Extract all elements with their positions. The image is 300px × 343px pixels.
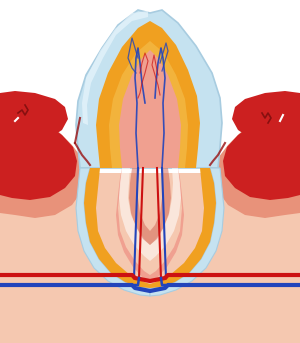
Polygon shape <box>129 168 171 245</box>
Polygon shape <box>109 41 188 168</box>
Polygon shape <box>150 168 216 288</box>
Polygon shape <box>0 0 77 200</box>
Polygon shape <box>84 168 150 288</box>
Polygon shape <box>0 0 85 218</box>
Polygon shape <box>0 0 68 140</box>
Polygon shape <box>232 0 300 140</box>
Polygon shape <box>116 168 150 281</box>
Polygon shape <box>223 0 300 200</box>
Polygon shape <box>76 10 222 168</box>
Polygon shape <box>82 11 148 125</box>
Polygon shape <box>150 168 224 296</box>
Polygon shape <box>96 21 200 168</box>
Polygon shape <box>215 0 300 218</box>
Polygon shape <box>150 168 184 281</box>
Polygon shape <box>0 173 300 188</box>
Polygon shape <box>119 168 181 261</box>
Polygon shape <box>76 168 150 296</box>
Polygon shape <box>0 178 300 343</box>
Polygon shape <box>119 50 181 168</box>
